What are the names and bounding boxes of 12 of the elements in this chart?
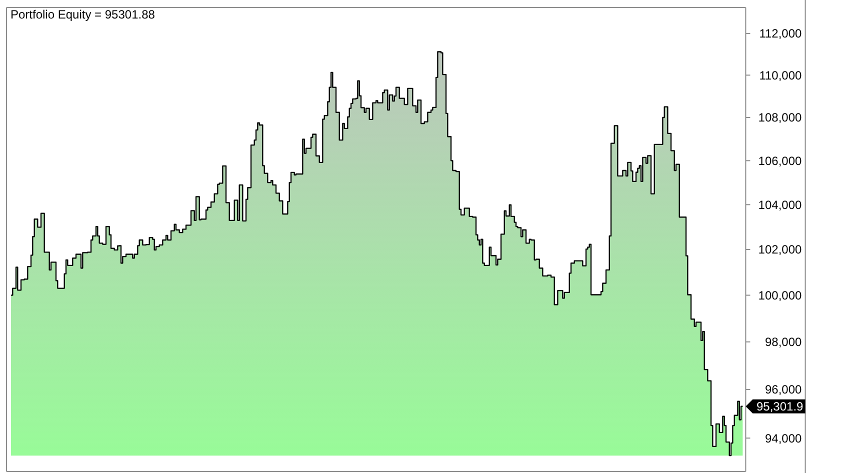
y-tick-label: 104,000 (758, 198, 802, 212)
y-tick-label: 96,000 (764, 382, 802, 397)
y-tick-label: 110,000 (759, 68, 802, 82)
y-tick-label: 108,000 (758, 110, 802, 125)
text: 95,301.9 (756, 399, 804, 414)
y-tick-label: 102,000 (758, 242, 802, 257)
y-tick-label: 106,000 (758, 154, 802, 168)
y-tick-label: 98,000 (764, 335, 802, 350)
y-tick-label: 100,000 (758, 288, 802, 302)
chart-title: Portfolio Equity = 95301.88 (10, 7, 156, 22)
y-tick-label: 112,000 (759, 26, 802, 41)
y-tick-label: 94,000 (764, 431, 802, 446)
